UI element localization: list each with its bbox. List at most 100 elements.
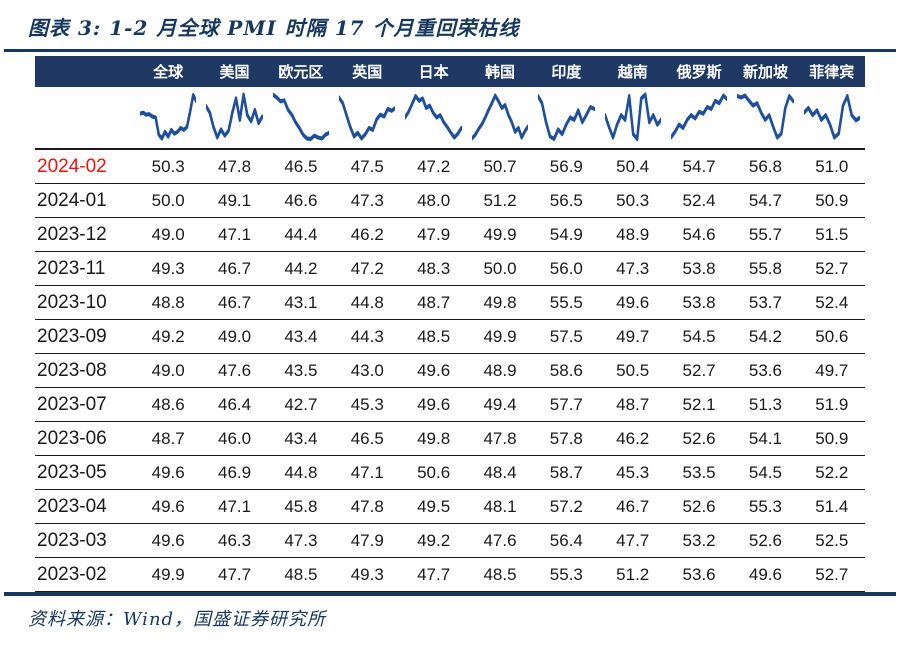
pmi-value: 54.9 — [549, 224, 583, 244]
pmi-value: 43.0 — [350, 360, 384, 380]
pmi-value: 46.5 — [284, 156, 318, 176]
pmi-value: 49.0 — [151, 360, 185, 380]
sparkline-cell-5 — [467, 90, 533, 145]
pmi-value: 49.3 — [350, 564, 384, 584]
pmi-value: 50.3 — [616, 190, 650, 210]
pmi-value: 49.6 — [151, 462, 185, 482]
sparkline-chart — [737, 93, 794, 140]
column-header-4: 日本 — [418, 64, 449, 81]
pmi-value: 47.6 — [483, 530, 517, 550]
pmi-value: 49.2 — [151, 326, 185, 346]
row-date-label: 2023-08 — [37, 359, 107, 381]
pmi-value: 44.8 — [350, 292, 384, 312]
pmi-value: 46.7 — [616, 496, 650, 516]
pmi-value: 52.7 — [815, 258, 849, 278]
pmi-value: 44.2 — [284, 258, 318, 278]
table-bottom-divider — [4, 592, 896, 596]
pmi-value: 49.8 — [483, 292, 517, 312]
pmi-value: 44.4 — [284, 224, 318, 244]
pmi-value: 56.9 — [549, 156, 583, 176]
sparkline-cell-9 — [732, 90, 798, 145]
row-date-label: 2024-02 — [37, 155, 107, 177]
pmi-value: 47.2 — [417, 156, 451, 176]
pmi-value: 49.4 — [483, 394, 517, 414]
pmi-value: 49.5 — [417, 496, 451, 516]
pmi-value: 46.0 — [217, 428, 252, 448]
pmi-value: 48.5 — [483, 564, 517, 584]
pmi-value: 50.5 — [616, 360, 650, 380]
pmi-value: 53.8 — [682, 292, 716, 312]
table-row: 2023-10 48.8 46.7 43.1 44.8 48.7 49.8 55.5 49.6 5… — [35, 286, 865, 320]
pmi-value: 49.6 — [151, 530, 185, 550]
sparkline-chart — [206, 92, 263, 140]
column-header-9: 新加坡 — [742, 64, 788, 81]
pmi-value: 52.2 — [815, 462, 849, 482]
row-date-label: 2023-07 — [37, 393, 107, 415]
sparkline-chart — [405, 93, 462, 140]
pmi-value: 52.7 — [682, 360, 716, 380]
pmi-value: 50.3 — [151, 156, 185, 176]
pmi-value: 53.2 — [682, 530, 716, 550]
pmi-value: 52.6 — [682, 428, 716, 448]
column-header-8: 俄罗斯 — [676, 64, 722, 81]
pmi-value: 56.8 — [748, 156, 782, 176]
pmi-value: 56.4 — [549, 530, 583, 550]
sparkline-blank — [35, 90, 135, 145]
row-date-label: 2023-04 — [37, 495, 107, 517]
pmi-value: 55.5 — [549, 292, 583, 312]
pmi-value: 52.6 — [682, 496, 716, 516]
pmi-value: 54.7 — [748, 190, 782, 210]
pmi-value: 50.6 — [815, 326, 849, 346]
pmi-value: 54.2 — [748, 326, 782, 346]
pmi-value: 50.4 — [616, 156, 650, 176]
table-row: 2023-03 49.6 46.3 47.3 47.9 49.2 47.6 56.4 47.7 5… — [35, 524, 865, 558]
table-row: 2023-05 49.6 46.9 44.8 47.1 50.6 48.4 58.7 45.3 5… — [35, 456, 865, 490]
pmi-value: 47.3 — [284, 530, 318, 550]
row-date-label: 2023-06 — [37, 427, 107, 449]
pmi-value: 47.1 — [350, 462, 384, 482]
table-row: 2023-12 49.0 47.1 44.4 46.2 47.9 49.9 54.9 48.9 5… — [35, 218, 865, 252]
pmi-value: 54.7 — [682, 156, 716, 176]
column-header-2: 欧元区 — [278, 64, 324, 81]
sparkline-chart — [604, 92, 661, 142]
pmi-value: 43.4 — [284, 428, 318, 448]
pmi-value: 50.7 — [483, 156, 517, 176]
pmi-value: 51.9 — [815, 394, 849, 414]
pmi-value: 49.0 — [151, 224, 185, 244]
sparkline-cell-0 — [135, 90, 201, 145]
column-header-3: 英国 — [352, 64, 383, 81]
pmi-value: 47.6 — [217, 360, 252, 380]
sparkline-chart — [140, 93, 197, 141]
pmi-value: 47.7 — [417, 564, 451, 584]
pmi-value: 43.4 — [284, 326, 318, 346]
pmi-value: 56.0 — [549, 258, 583, 278]
pmi-value: 51.4 — [815, 496, 849, 516]
pmi-value: 53.8 — [682, 258, 716, 278]
pmi-value: 55.7 — [748, 224, 782, 244]
row-date-label: 2023-05 — [37, 461, 107, 483]
pmi-value: 58.6 — [549, 360, 583, 380]
pmi-value: 52.4 — [682, 190, 716, 210]
table-row: 2023-08 49.0 47.6 43.5 43.0 49.6 48.9 58.6 50.5 5… — [35, 354, 865, 388]
pmi-value: 46.2 — [350, 224, 384, 244]
pmi-value: 57.2 — [549, 496, 583, 516]
pmi-value: 49.2 — [417, 530, 451, 550]
pmi-value: 43.1 — [284, 292, 318, 312]
pmi-value: 54.5 — [748, 462, 782, 482]
pmi-value: 46.2 — [616, 428, 650, 448]
pmi-value: 48.3 — [417, 258, 451, 278]
table-row: 2023-02 49.9 47.7 48.5 49.3 47.7 48.5 55.3 51.2 5… — [35, 558, 865, 592]
pmi-value: 49.7 — [616, 326, 650, 346]
pmi-value: 48.5 — [417, 326, 451, 346]
pmi-value: 46.5 — [350, 428, 384, 448]
sparkline-cell-8 — [666, 90, 732, 145]
source-note: 资料来源：Wind，国盛证券研究所 — [28, 609, 327, 630]
pmi-value: 49.6 — [748, 564, 782, 584]
pmi-value: 47.7 — [217, 564, 252, 584]
sparkline-chart — [538, 93, 595, 142]
table-row: 2024-02 50.3 47.8 46.5 47.5 47.2 50.7 56.9 50.4 5… — [35, 150, 865, 184]
sparkline-cell-6 — [533, 90, 599, 145]
pmi-value: 45.3 — [350, 394, 384, 414]
sparkline-cell-2 — [268, 90, 334, 145]
row-date-label: 2023-09 — [37, 325, 107, 347]
